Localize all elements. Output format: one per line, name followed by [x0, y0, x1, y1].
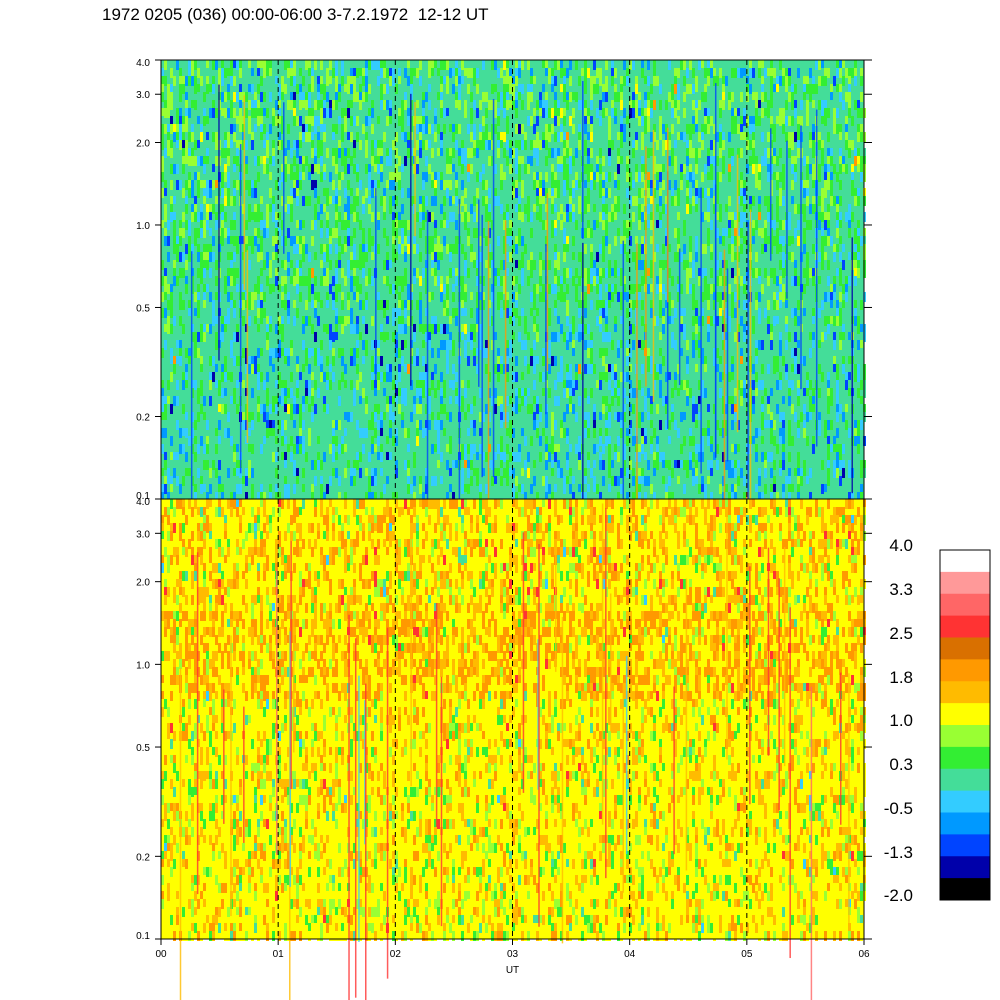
- colorbar-swatch: [940, 681, 990, 704]
- colorbar-swatch: [940, 637, 990, 660]
- colorbar-swatch: [940, 593, 990, 617]
- colorbar-label: 1.8: [889, 668, 913, 687]
- bottom-axes: 0.1 0.2 0.5 1.0 2.0 3.0 4.0 00 01 02 03 04 05 06 UT: [136, 497, 872, 976]
- y-tick-label: 4.0: [136, 58, 150, 69]
- colorbar-swatch: [940, 834, 990, 857]
- y-tick-label: 0.5: [136, 743, 150, 754]
- colorbar-swatch: [940, 856, 990, 879]
- y-tick-label: 1.0: [136, 660, 150, 671]
- colorbar-swatch: [940, 550, 990, 573]
- top-hour-gridlines: [277, 60, 748, 499]
- colorbar-label: 2.5: [889, 624, 913, 643]
- y-tick-label: 2.0: [136, 138, 150, 149]
- x-tick-label: 01: [273, 949, 285, 960]
- colorbar-label: -2.0: [884, 886, 913, 905]
- y-tick-label: 3.0: [136, 90, 150, 101]
- colorbar-frame: [939, 549, 991, 901]
- y-tick-label: 3.0: [136, 529, 150, 540]
- y-tick-label: 0.5: [136, 303, 150, 314]
- colorbar-swatch: [940, 768, 990, 792]
- y-tick-label: 0.2: [136, 852, 150, 863]
- y-tick-label: 1.0: [136, 221, 150, 232]
- colorbar-swatch: [940, 746, 990, 770]
- colorbar: 4.0 3.3 2.5 1.8 1.0 0.3 -0.5 -1.3 -2.0: [884, 536, 991, 905]
- x-tick-label: 05: [741, 949, 753, 960]
- colorbar-label: 3.3: [889, 580, 913, 599]
- colorbar-swatch: [940, 615, 990, 638]
- bottom-heatmap: [161, 499, 866, 1000]
- x-axis-label: UT: [506, 965, 519, 976]
- colorbar-swatch: [940, 725, 990, 748]
- colorbar-label: 0.3: [889, 755, 913, 774]
- x-tick-label: 02: [390, 949, 402, 960]
- x-tick-label: 00: [155, 949, 167, 960]
- colorbar-swatch: [940, 790, 990, 813]
- chart-title: 1972 0205 (036) 00:00-06:00 3-7.2.1972 1…: [102, 5, 489, 24]
- x-tick-label: 04: [624, 949, 636, 960]
- colorbar-label: 1.0: [889, 711, 913, 730]
- colorbar-swatch: [940, 878, 990, 901]
- bottom-hour-gridlines: [277, 499, 748, 939]
- colorbar-label: 4.0: [889, 536, 913, 555]
- top-heatmap: [161, 60, 866, 576]
- y-tick-label: 4.0: [136, 497, 150, 508]
- y-tick-label: 0.2: [136, 413, 150, 424]
- top-panel: 0.1 0.2 0.5 1.0 2.0 3.0 4.0: [136, 58, 872, 576]
- colorbar-swatch: [940, 703, 990, 726]
- colorbar-label: -0.5: [884, 799, 913, 818]
- bottom-panel: 0.1 0.2 0.5 1.0 2.0 3.0 4.0 00 01 02 03 04 05 06 UT: [136, 497, 872, 1000]
- colorbar-swatch: [940, 812, 990, 835]
- y-tick-label: 2.0: [136, 578, 150, 589]
- colorbar-swatch: [940, 659, 990, 682]
- x-tick-label: 06: [858, 949, 870, 960]
- y-tick-label: 0.1: [136, 491, 150, 502]
- x-tick-label: 03: [507, 949, 519, 960]
- colorbar-label: -1.3: [884, 843, 913, 862]
- colorbar-swatch: [940, 571, 990, 595]
- y-tick-label: 0.1: [136, 931, 150, 942]
